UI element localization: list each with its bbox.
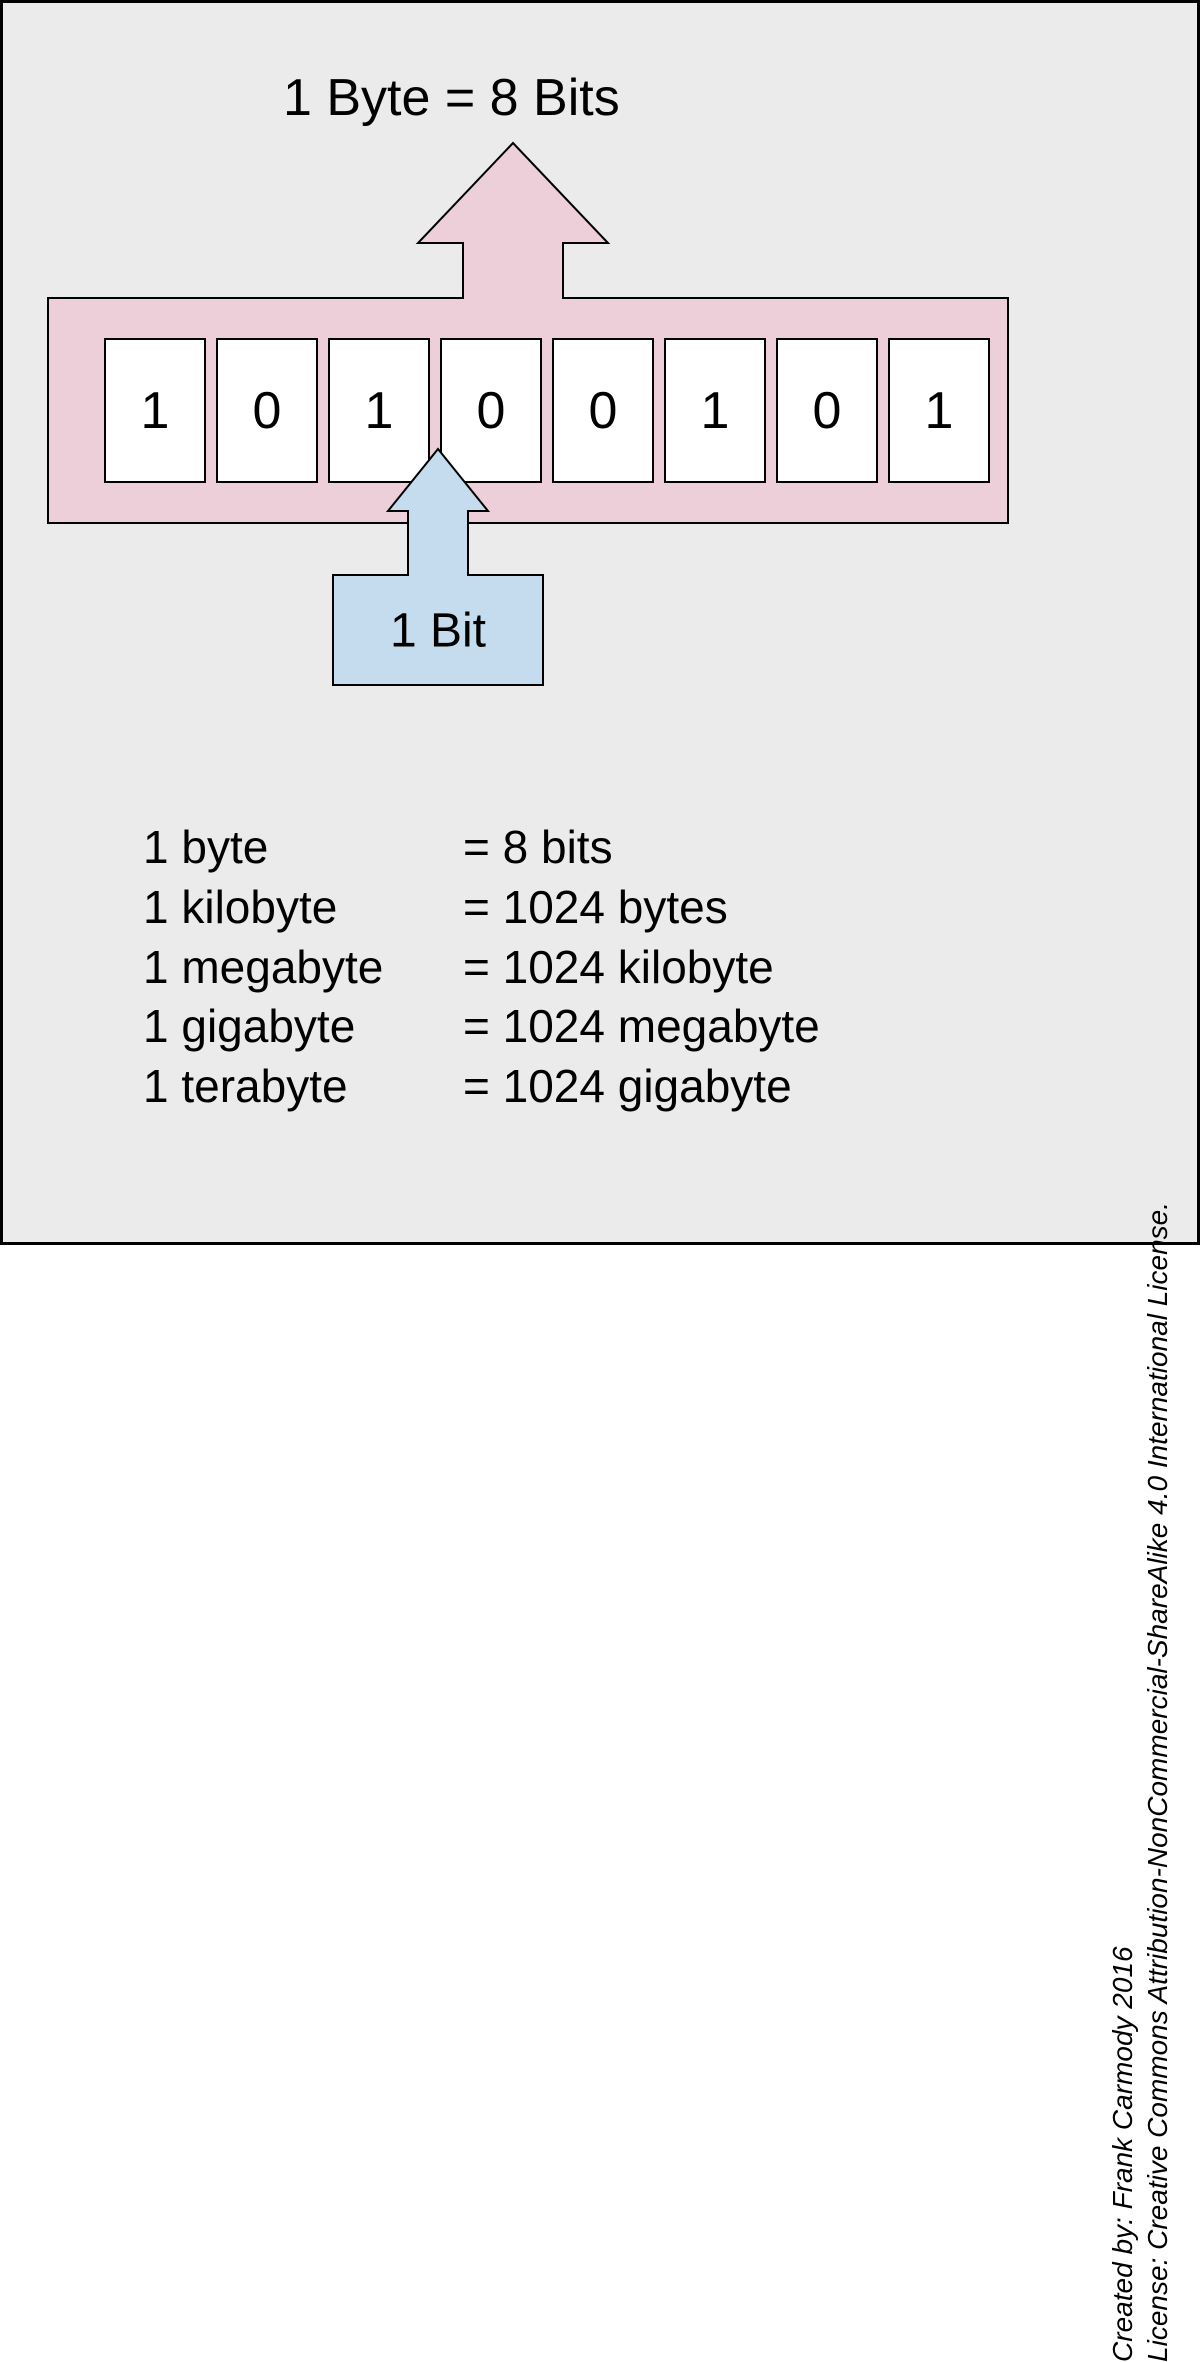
conversion-unit: 1 terabyte: [143, 1057, 463, 1117]
bit-value: 0: [813, 382, 842, 440]
credits-author: Created by: Frank Carmody 2016: [1105, 1202, 1140, 2362]
conversion-value: = 8 bits: [463, 818, 613, 878]
conversion-value: = 1024 gigabyte: [463, 1057, 792, 1117]
bit-value: 1: [701, 382, 730, 440]
conversion-value: = 1024 megabyte: [463, 997, 820, 1057]
bit-value: 0: [477, 382, 506, 440]
conversion-row: 1 megabyte= 1024 kilobyte: [143, 938, 820, 998]
conversion-unit: 1 kilobyte: [143, 878, 463, 938]
bit-value: 1: [365, 382, 394, 440]
bit-value: 1: [141, 382, 170, 440]
bit-value: 0: [253, 382, 282, 440]
conversion-row: 1 byte= 8 bits: [143, 818, 820, 878]
credits-license: License: Creative Commons Attribution-No…: [1140, 1202, 1175, 2362]
diagram-canvas: 1 0 1 0 0 1 0 1 1 Bit 1 Byte = 8 Bits 1 byte= 8 …: [0, 0, 1200, 1245]
conversion-unit: 1 megabyte: [143, 938, 463, 998]
conversion-row: 1 gigabyte= 1024 megabyte: [143, 997, 820, 1057]
credits-block: Created by: Frank Carmody 2016 License: …: [1105, 1202, 1175, 2362]
conversion-unit: 1 byte: [143, 818, 463, 878]
bit-callout-label: 1 Bit: [390, 605, 486, 658]
conversion-unit: 1 gigabyte: [143, 997, 463, 1057]
diagram-title: 1 Byte = 8 Bits: [283, 68, 620, 128]
conversion-value: = 1024 kilobyte: [463, 938, 774, 998]
conversion-row: 1 terabyte= 1024 gigabyte: [143, 1057, 820, 1117]
bit-value: 1: [925, 382, 954, 440]
conversion-row: 1 kilobyte= 1024 bytes: [143, 878, 820, 938]
bit-value: 0: [589, 382, 618, 440]
conversion-table: 1 byte= 8 bits1 kilobyte= 1024 bytes1 me…: [143, 818, 820, 1117]
conversion-value: = 1024 bytes: [463, 878, 728, 938]
